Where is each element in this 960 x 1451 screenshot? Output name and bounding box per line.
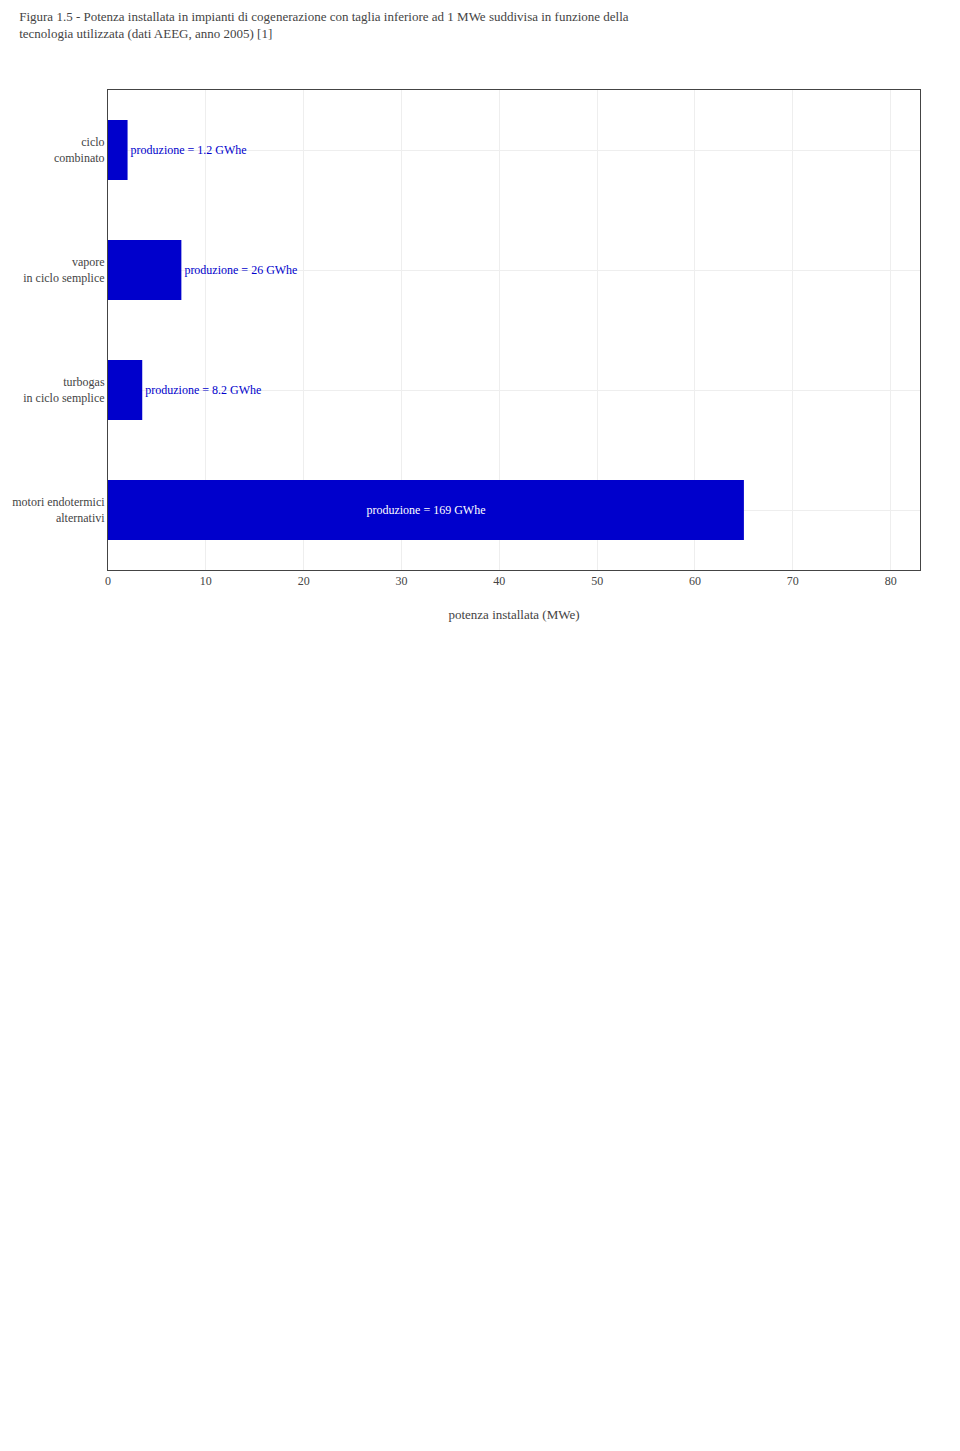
svg-text:motori endotermicialternativi: motori endotermicialternativi [12,495,105,525]
svg-text:0: 0 [105,574,111,588]
svg-text:turbogasin ciclo semplice: turbogasin ciclo semplice [23,375,105,405]
svg-text:40: 40 [493,574,505,588]
svg-text:50: 50 [591,574,603,588]
svg-text:80: 80 [885,574,897,588]
svg-text:20: 20 [298,574,310,588]
svg-text:produzione = 8.2 GWhe: produzione = 8.2 GWhe [145,383,261,397]
svg-text:produzione = 169 GWhe: produzione = 169 GWhe [366,503,485,517]
svg-text:30: 30 [395,574,407,588]
svg-text:10: 10 [200,574,212,588]
svg-text:Figura 1.5 - Potenza installat: Figura 1.5 - Potenza installata in impia… [19,9,629,41]
svg-text:vaporein ciclo semplice: vaporein ciclo semplice [23,255,104,285]
svg-text:produzione = 26 GWhe: produzione = 26 GWhe [184,263,297,277]
svg-text:60: 60 [689,574,701,588]
svg-text:ciclocombinato: ciclocombinato [54,135,105,165]
svg-text:70: 70 [787,574,799,588]
svg-text:potenza installata (MWe): potenza installata (MWe) [448,607,579,622]
svg-text:produzione = 1.2 GWhe: produzione = 1.2 GWhe [131,143,247,157]
